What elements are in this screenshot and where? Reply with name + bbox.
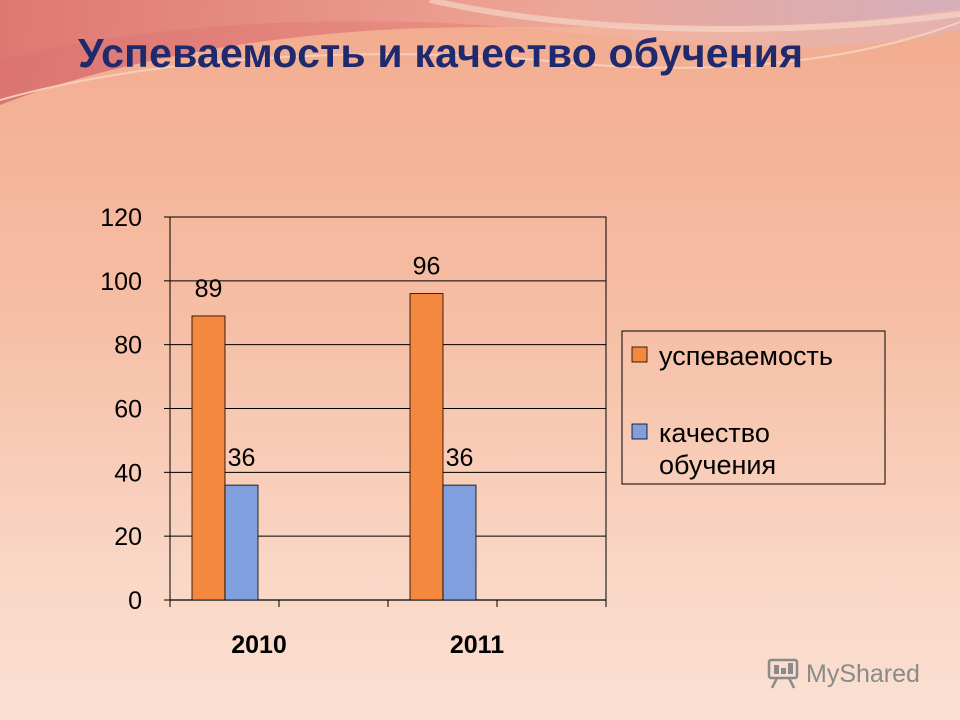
legend-box <box>621 330 886 485</box>
legend-label-line: качество <box>659 418 770 448</box>
legend-label: успеваемость <box>659 341 833 371</box>
data-label: 96 <box>413 253 441 281</box>
data-label: 89 <box>195 275 223 303</box>
data-label: 36 <box>446 444 474 472</box>
legend-swatch <box>631 423 648 440</box>
slide-title: Успеваемость и качество обучения <box>78 30 804 76</box>
y-tick-label: 40 <box>114 459 142 487</box>
bar <box>409 293 444 601</box>
y-tick-label: 120 <box>100 204 142 232</box>
y-tick-label: 100 <box>100 268 142 296</box>
y-tick-label: 80 <box>114 332 142 360</box>
legend-swatch <box>631 346 648 363</box>
bar <box>442 484 477 601</box>
watermark-text: MyShared <box>806 660 920 688</box>
legend-label-line: обучения <box>659 450 776 480</box>
presentation-board-icon <box>767 658 799 689</box>
y-tick-label: 0 <box>128 587 142 615</box>
watermark: MyShared <box>766 656 936 696</box>
x-tick-label: 2010 <box>231 631 287 659</box>
bar <box>191 315 226 601</box>
y-tick-label: 60 <box>114 396 142 424</box>
bar <box>224 484 259 601</box>
x-tick-label: 2011 <box>450 631 504 659</box>
y-tick-label: 20 <box>114 523 142 551</box>
data-label: 36 <box>228 444 256 472</box>
